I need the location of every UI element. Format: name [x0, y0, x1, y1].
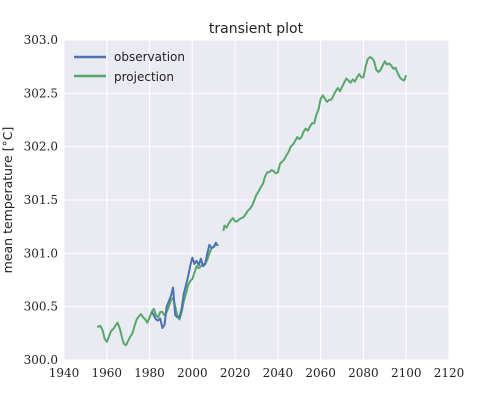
x-tick-label: 1960: [92, 366, 123, 380]
chart-title: transient plot: [209, 21, 304, 37]
legend-label-observation: observation: [114, 50, 185, 64]
x-tick-label: 2120: [434, 366, 465, 380]
x-tick-label: 2080: [348, 366, 379, 380]
x-tick-label: 2040: [263, 366, 294, 380]
legend-label-projection: projection: [114, 70, 174, 84]
y-tick-label: 302.5: [24, 86, 58, 100]
y-tick-label: 301.5: [24, 193, 58, 207]
series-line-projection: [222, 56, 408, 232]
tick-labels: 1940 1960 1980 2000 2020 2040 2060 2080 2100 2120…: [24, 33, 465, 380]
x-tick-label: 1940: [49, 366, 80, 380]
x-tick-label: 2100: [391, 366, 422, 380]
grid: [63, 39, 450, 361]
x-tick-label: 2020: [220, 366, 251, 380]
series-layer: [96, 56, 408, 347]
x-tick-label: 2000: [177, 366, 208, 380]
y-tick-label: 302.0: [24, 140, 58, 154]
y-tick-label: 303.0: [24, 33, 58, 47]
series-line-projection: [96, 244, 217, 347]
y-tick-label: 301.0: [24, 246, 58, 260]
y-tick-label: 300.5: [24, 300, 58, 314]
y-tick-label: 300.0: [24, 353, 58, 367]
x-tick-label: 1980: [134, 366, 165, 380]
y-axis-label: mean temperature [°C]: [0, 127, 15, 274]
x-tick-label: 2060: [305, 366, 336, 380]
series-line-observation: [150, 241, 219, 329]
legend: observation projection: [74, 50, 185, 84]
